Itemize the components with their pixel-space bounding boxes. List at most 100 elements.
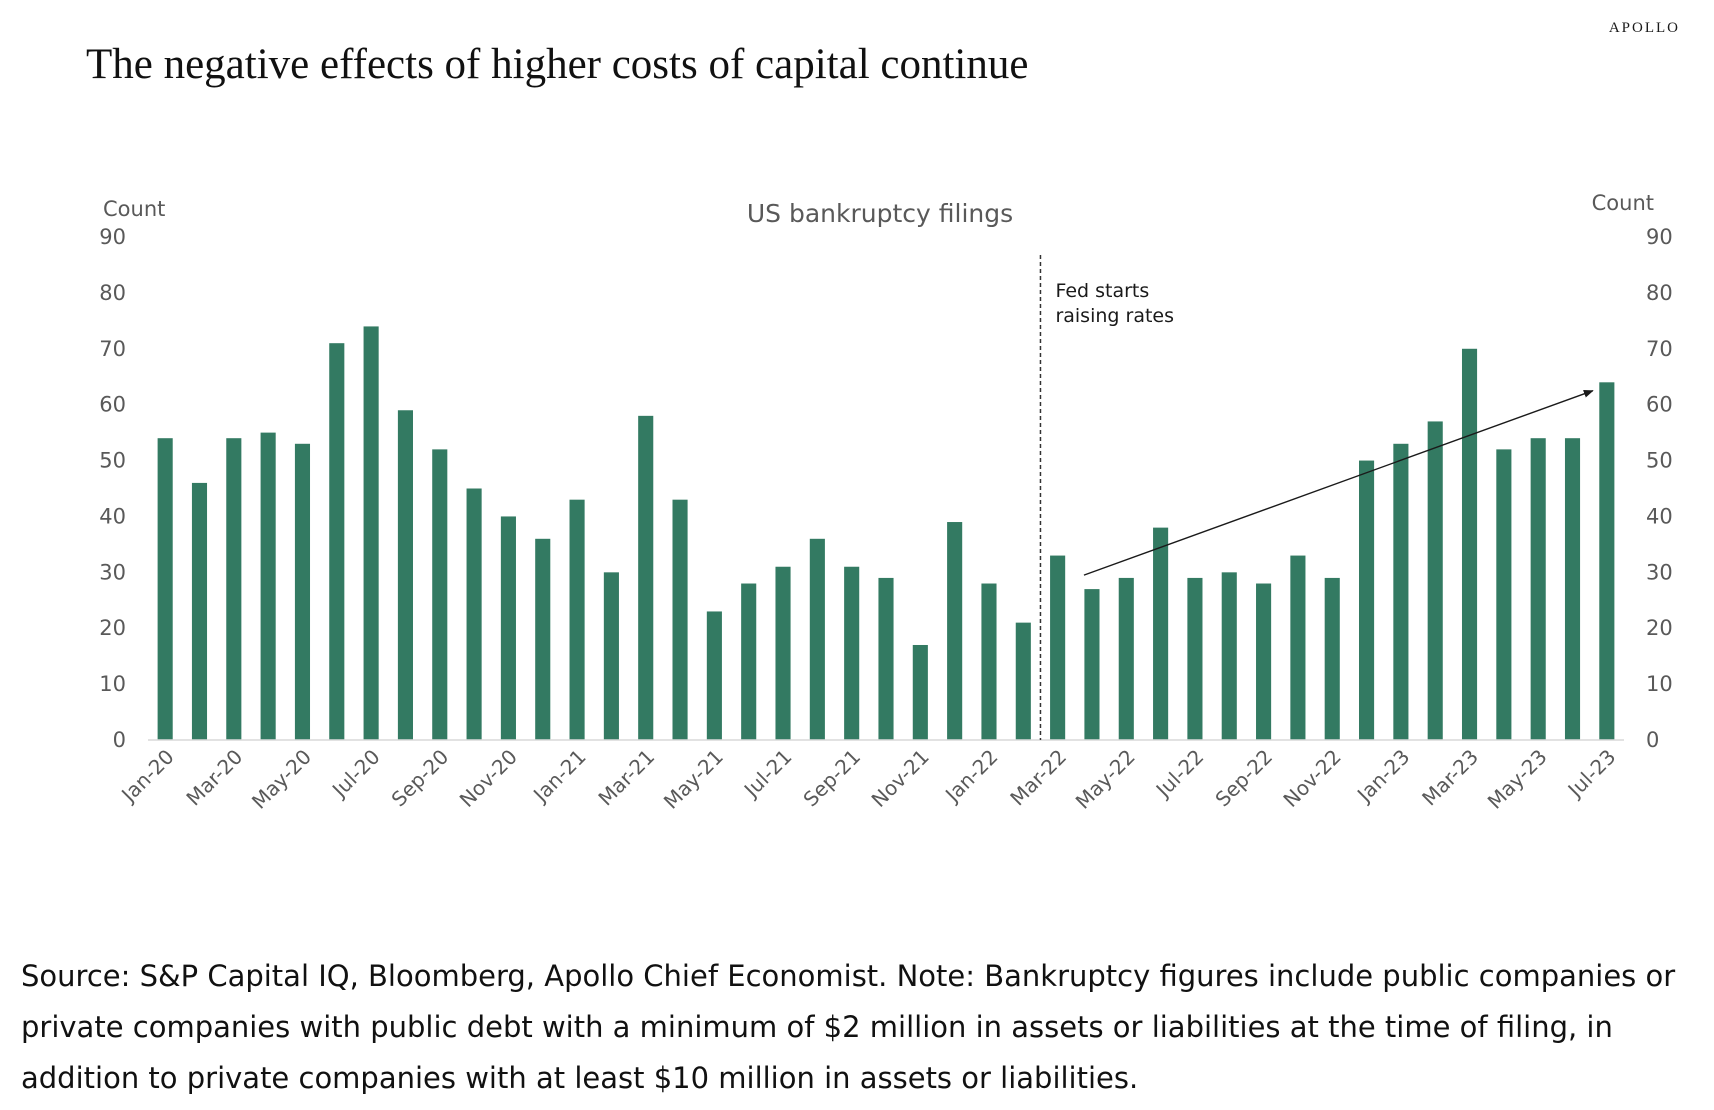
bar-jun-21 xyxy=(741,583,757,740)
x-tick-label: May-22 xyxy=(1071,745,1140,814)
y-tick-left: 60 xyxy=(99,393,126,417)
bar-nov-22 xyxy=(1324,577,1340,740)
x-tick-label: May-20 xyxy=(247,745,316,814)
x-tick-label: Nov-22 xyxy=(1278,745,1345,812)
event-annotation-line-1: Fed starts xyxy=(1055,280,1149,302)
bar-nov-21 xyxy=(912,644,928,740)
trend-arrow xyxy=(1083,390,1594,576)
x-tick-label: Jan-22 xyxy=(939,745,1002,808)
bar-jun-23 xyxy=(1564,438,1581,740)
y-tick-left: 70 xyxy=(99,337,126,361)
y-tick-right: 10 xyxy=(1646,672,1673,696)
y-tick-left: 30 xyxy=(99,560,126,584)
x-axis: Jan-20 Mar-20 May-20 Jul-20 Sep-20 Nov-20 Jan-… xyxy=(115,745,1620,814)
chart-title: US bankruptcy filings xyxy=(747,199,1013,228)
x-tick-label: Mar-20 xyxy=(182,745,248,811)
y-axis-label-left: Count xyxy=(103,197,165,221)
bar-dec-20 xyxy=(535,538,551,740)
x-tick-label: Jan-23 xyxy=(1351,745,1414,808)
bar-dec-21 xyxy=(947,522,963,740)
x-tick-label: Mar-23 xyxy=(1417,745,1483,811)
page-title: The negative effects of higher costs of … xyxy=(86,41,1029,88)
bar-feb-21 xyxy=(603,572,619,740)
bar-aug-22 xyxy=(1221,572,1237,740)
y-tick-right: 70 xyxy=(1646,337,1673,361)
bar-feb-22 xyxy=(1015,622,1031,740)
bar-apr-22 xyxy=(1084,589,1100,740)
source-note: Source: S&P Capital IQ, Bloomberg, Apoll… xyxy=(21,959,1676,1095)
y-tick-left: 90 xyxy=(99,225,126,249)
bar-oct-20 xyxy=(466,488,482,740)
bar-aug-21 xyxy=(809,538,825,740)
y-axis-label-right: Count xyxy=(1592,191,1654,215)
x-tick-label: May-21 xyxy=(659,745,728,814)
bar-may-20 xyxy=(294,443,311,740)
bar-apr-20 xyxy=(260,432,276,740)
y-tick-left: 40 xyxy=(99,504,126,528)
bar-jan-20 xyxy=(157,438,173,740)
y-tick-left: 10 xyxy=(99,672,126,696)
y-tick-left: 0 xyxy=(113,728,126,752)
bar-jul-21 xyxy=(775,566,791,740)
bar-nov-20 xyxy=(500,516,516,740)
y-tick-left: 20 xyxy=(99,616,126,640)
y-axis-left: 0 10 20 30 40 50 60 70 80 90 xyxy=(99,225,126,752)
x-tick-label: Jul-21 xyxy=(738,745,797,804)
bar-jul-22 xyxy=(1187,577,1203,740)
x-tick-label: Nov-20 xyxy=(455,745,522,812)
bar-feb-23 xyxy=(1427,421,1443,740)
brand-logo: APOLLO xyxy=(1608,20,1680,36)
y-tick-right: 0 xyxy=(1646,728,1659,752)
bar-mar-21 xyxy=(638,415,654,740)
bar-may-22 xyxy=(1118,577,1134,740)
bar-mar-20 xyxy=(226,438,242,740)
bar-may-21 xyxy=(706,611,722,740)
y-tick-right: 50 xyxy=(1646,449,1673,473)
bar-apr-23 xyxy=(1496,449,1512,740)
bar-jun-20 xyxy=(329,343,345,740)
bar-feb-20 xyxy=(191,482,208,740)
bar-oct-22 xyxy=(1290,555,1306,740)
y-tick-right: 80 xyxy=(1646,281,1673,305)
bar-jan-21 xyxy=(569,499,585,740)
bar-apr-21 xyxy=(672,499,688,740)
bar-may-23 xyxy=(1530,438,1546,740)
bar-mar-23 xyxy=(1461,348,1478,740)
y-tick-right: 20 xyxy=(1646,616,1673,640)
x-tick-label: Sep-20 xyxy=(387,745,454,812)
event-annotation: Fed starts raising rates xyxy=(1055,280,1174,327)
x-tick-label: Jan-20 xyxy=(115,745,178,808)
y-tick-right: 30 xyxy=(1646,560,1673,584)
bar-dec-22 xyxy=(1359,460,1375,740)
x-tick-label: Jul-22 xyxy=(1150,745,1209,804)
y-tick-left: 50 xyxy=(99,449,126,473)
bar-jul-23 xyxy=(1599,382,1615,740)
x-tick-label: Jul-20 xyxy=(326,745,385,804)
x-tick-label: Jan-21 xyxy=(527,745,590,808)
bankruptcy-chart: US bankruptcy filings Count Count 0 10 20 3… xyxy=(99,191,1673,814)
x-tick-label: Nov-21 xyxy=(867,745,934,812)
bar-mar-22 xyxy=(1050,555,1066,740)
bar-oct-21 xyxy=(878,577,894,740)
x-tick-label: Mar-21 xyxy=(593,745,659,811)
y-tick-right: 40 xyxy=(1646,504,1673,528)
x-tick-label: Jul-23 xyxy=(1562,745,1621,804)
x-tick-label: Sep-22 xyxy=(1210,745,1277,812)
bar-series xyxy=(157,326,1615,740)
bar-jan-23 xyxy=(1393,443,1409,740)
y-axis-right: 0 10 20 30 40 50 60 70 80 90 xyxy=(1646,225,1673,752)
bar-sep-22 xyxy=(1256,583,1272,740)
x-tick-label: May-23 xyxy=(1483,745,1552,814)
y-tick-right: 90 xyxy=(1646,225,1673,249)
event-annotation-line-2: raising rates xyxy=(1055,305,1174,327)
bar-jan-22 xyxy=(981,583,997,740)
bar-sep-20 xyxy=(432,449,448,740)
bar-jul-20 xyxy=(363,326,379,740)
y-tick-left: 80 xyxy=(99,281,126,305)
bar-aug-20 xyxy=(397,410,413,740)
bar-jun-22 xyxy=(1153,527,1169,740)
x-tick-label: Sep-21 xyxy=(798,745,865,812)
y-tick-right: 60 xyxy=(1646,393,1673,417)
bar-sep-21 xyxy=(844,566,860,740)
x-tick-label: Mar-22 xyxy=(1005,745,1071,811)
